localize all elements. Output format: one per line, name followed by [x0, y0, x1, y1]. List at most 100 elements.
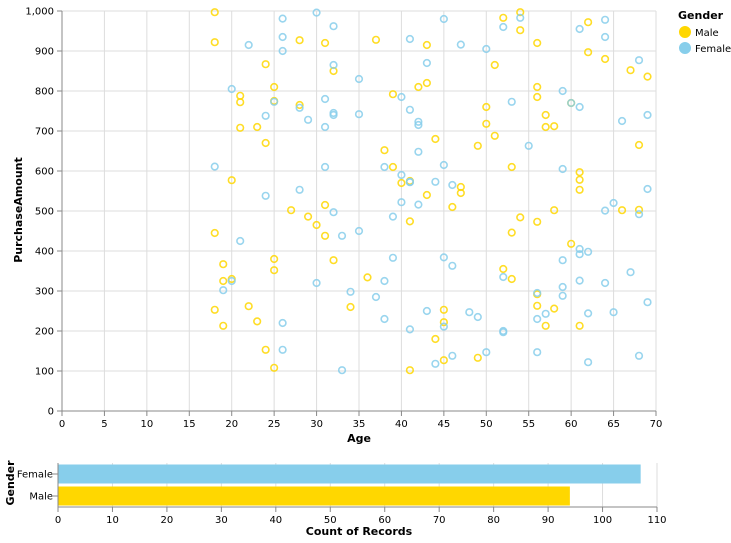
bar-bars [58, 464, 641, 506]
scatter-point-female [312, 278, 321, 288]
scatter-point-male [219, 276, 228, 286]
scatter-point-male [371, 35, 381, 44]
scatter-point-female [320, 122, 330, 132]
scatter-point-female [617, 116, 627, 126]
scatter-point-female [320, 162, 330, 172]
scatter-point-female [354, 74, 364, 84]
scatter-point-female [558, 256, 567, 265]
scatter-point-female [210, 162, 219, 171]
scatter-point-female [533, 288, 542, 298]
scatter-point-male [261, 345, 270, 354]
scatter-point-female [558, 291, 567, 300]
scatter-point-male [643, 72, 652, 81]
scatter-y-tick-label: 0 [48, 407, 54, 418]
scatter-point-male [473, 353, 482, 362]
scatter-point-female [414, 117, 423, 126]
scatter-point-female [448, 351, 457, 360]
scatter-point-female [609, 308, 618, 317]
bar-x-tick-label: 90 [542, 515, 555, 526]
scatter-point-female [337, 231, 347, 240]
scatter-point-female [600, 206, 610, 215]
scatter-point-female [227, 84, 236, 94]
scatter-point-male [363, 273, 372, 282]
scatter-point-male [210, 228, 219, 238]
scatter-point-male [320, 231, 330, 240]
scatter-point-male [490, 60, 499, 70]
scatter-point-female [405, 34, 415, 44]
scatter-point-female [533, 314, 542, 324]
scatter-point-female [439, 160, 448, 170]
scatter-axes [57, 10, 657, 416]
scatter-point-male [295, 100, 304, 110]
scatter-point-male [490, 131, 499, 140]
scatter-point-male [448, 202, 457, 212]
scatter-point-male [236, 98, 245, 107]
scatter-y-tick-labels: 0 100 200 300 400 500 600 700 800 900 1,000 [25, 7, 54, 418]
scatter-point-male [550, 304, 559, 313]
scatter-point-male [533, 301, 542, 310]
scatter-point-female [295, 185, 304, 194]
scatter-point-male [499, 264, 508, 274]
bar-category-labels: Female Male [17, 470, 53, 503]
bar-axes [53, 463, 658, 512]
scatter-point-male [439, 305, 448, 314]
scatter-point-female [380, 162, 389, 172]
bar-x-tick-label: 30 [215, 515, 228, 526]
scatter-point-female [533, 348, 542, 357]
scatter-point-male [422, 190, 431, 200]
scatter-points [210, 8, 652, 375]
scatter-point-female [354, 110, 364, 119]
scatter-point-male [253, 122, 262, 132]
scatter-point-male [575, 321, 584, 330]
scatter-point-female [473, 312, 482, 322]
bar-x-tick-label: 60 [378, 515, 391, 526]
scatter-point-male [584, 48, 593, 57]
scatter-point-male [270, 363, 279, 372]
scatter-x-tick-label: 45 [437, 419, 450, 430]
scatter-point-female [414, 200, 423, 209]
scatter-point-male [388, 162, 398, 172]
scatter-point-male [287, 206, 296, 215]
bar-y-axis-title: Gender [4, 460, 17, 506]
scatter-gridlines [61, 10, 657, 412]
scatter-point-female [422, 306, 431, 316]
scatter-point-male [414, 82, 423, 92]
scatter-point-female [465, 308, 474, 317]
scatter-point-male [507, 228, 516, 237]
scatter-point-male [600, 54, 610, 64]
scatter-point-male [219, 260, 228, 269]
scatter-y-tick-label: 400 [35, 247, 54, 258]
scatter-point-female [634, 351, 644, 360]
scatter-x-axis-title: Age [347, 432, 371, 445]
scatter-point-female [575, 276, 584, 285]
scatter-x-tick-label: 40 [395, 419, 408, 430]
scatter-point-female [626, 268, 635, 277]
scatter-point-female [414, 147, 423, 156]
bar-category-label-male: Male [29, 492, 53, 503]
scatter-point-female [397, 92, 406, 102]
scatter-point-female [329, 208, 338, 217]
scatter-point-male [626, 66, 635, 75]
scatter-point-female [482, 44, 491, 54]
scatter-point-male [329, 256, 338, 265]
bar-x-tick-label: 100 [593, 515, 612, 526]
scatter-point-female [600, 15, 610, 24]
legend-male-swatch [679, 26, 691, 38]
scatter-point-female [354, 226, 364, 236]
bar-male [58, 486, 570, 506]
scatter-point-female [405, 105, 415, 114]
scatter-point-female [236, 236, 245, 246]
scatter-y-tick-label: 300 [35, 287, 54, 298]
scatter-point-female [609, 198, 618, 208]
scatter-point-female [524, 141, 533, 150]
scatter-point-female [634, 210, 644, 219]
scatter-point-male [516, 213, 525, 222]
scatter-point-male [456, 188, 465, 198]
bar-x-tick-label: 40 [269, 515, 282, 526]
scatter-point-male [617, 206, 627, 215]
scatter-point-female [312, 8, 321, 17]
scatter-point-female [643, 298, 652, 307]
scatter-point-male [405, 366, 415, 375]
scatter-point-female [388, 212, 398, 221]
